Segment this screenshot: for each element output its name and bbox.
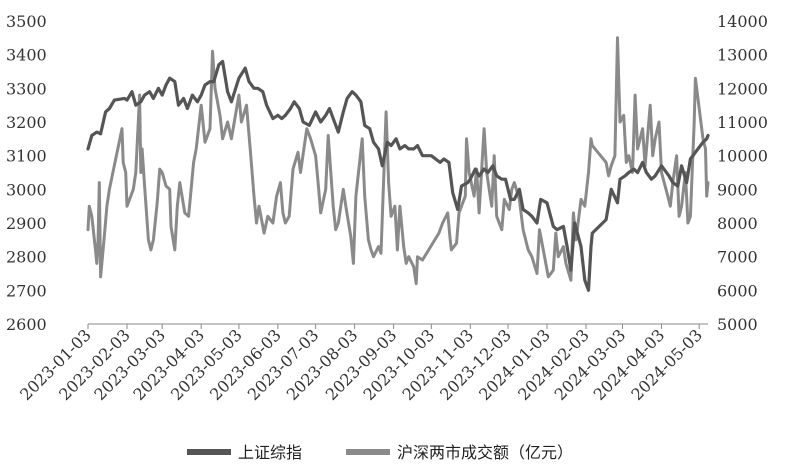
right-tick-label: 5000 xyxy=(717,315,758,334)
legend: 上证综指 沪深两市成交额（亿元） xyxy=(187,443,573,462)
left-tick-label: 3300 xyxy=(6,79,47,98)
left-tick-label: 3400 xyxy=(6,46,47,65)
left-tick-label: 3100 xyxy=(6,147,47,166)
left-axis-ticks: 2600 2700 2800 2900 3000 3100 3200 3300 3400 3500 xyxy=(6,12,47,334)
series-line-shanghai-composite xyxy=(86,59,710,292)
left-tick-label: 3200 xyxy=(6,113,47,132)
right-tick-label: 13000 xyxy=(717,46,768,65)
left-tick-label: 3500 xyxy=(6,12,47,31)
x-axis-ticks: 2023-01-032023-02-032023-03-032023-04-03… xyxy=(16,324,706,404)
right-tick-label: 12000 xyxy=(717,79,768,98)
left-tick-label: 3000 xyxy=(6,180,47,199)
right-tick-label: 6000 xyxy=(717,281,758,300)
right-tick-label: 10000 xyxy=(717,147,768,166)
right-tick-label: 7000 xyxy=(717,248,758,267)
right-tick-label: 9000 xyxy=(717,180,758,199)
left-tick-label: 2900 xyxy=(6,214,47,233)
left-tick-label: 2700 xyxy=(6,281,47,300)
series-layer xyxy=(86,36,710,292)
left-tick-label: 2800 xyxy=(6,248,47,267)
right-tick-label: 8000 xyxy=(717,214,758,233)
series-line-turnover xyxy=(86,36,710,286)
left-tick-label: 2600 xyxy=(6,315,47,334)
right-tick-label: 11000 xyxy=(717,113,768,132)
legend-label-turnover: 沪深两市成交额（亿元） xyxy=(397,443,573,462)
right-tick-label: 14000 xyxy=(717,12,768,31)
legend-label-shanghai-composite: 上证综指 xyxy=(238,443,302,462)
right-axis-ticks: 5000 6000 7000 8000 9000 10000 11000 12000 13000… xyxy=(717,12,768,334)
